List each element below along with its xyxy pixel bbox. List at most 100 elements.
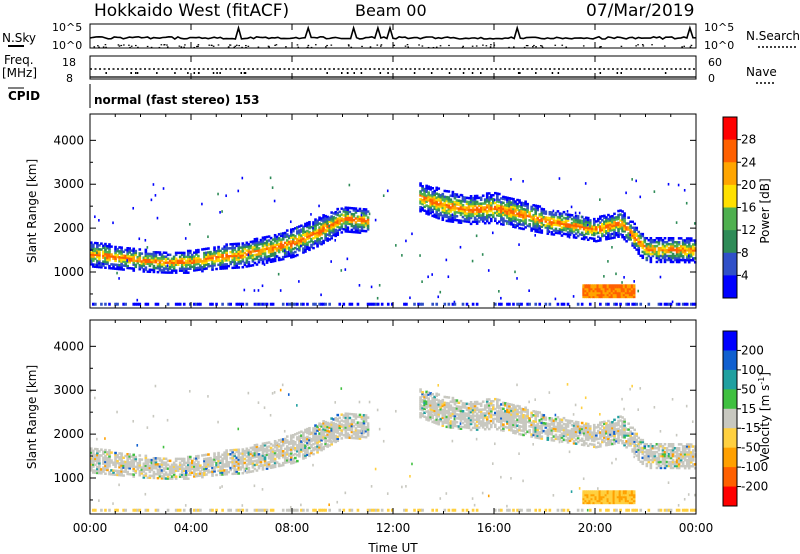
velocity-near-range-cell xyxy=(241,508,245,512)
power-cell xyxy=(617,215,620,219)
velocity-cell xyxy=(316,445,319,448)
velocity-cell xyxy=(229,456,232,460)
velocity-noise-cell xyxy=(277,451,280,454)
velocity-cell xyxy=(362,427,366,431)
power-cell xyxy=(114,263,117,267)
power-cell xyxy=(346,226,350,229)
power-cell xyxy=(504,209,507,213)
power-cell xyxy=(637,238,641,242)
velocity-near-range-cell xyxy=(154,508,158,512)
velocity-noise-cell xyxy=(112,502,114,505)
power-cell xyxy=(582,218,586,221)
power-cell xyxy=(613,228,616,231)
velocity-noise-cell xyxy=(358,400,361,404)
power-cell xyxy=(461,198,465,201)
power-cell xyxy=(625,222,628,225)
velocity-cell xyxy=(427,397,430,400)
velocity-cell xyxy=(356,425,360,428)
power-cell xyxy=(261,258,265,261)
velocity-cell xyxy=(207,459,210,462)
power-cell xyxy=(425,212,428,215)
power-cell xyxy=(364,222,368,225)
power-cell xyxy=(261,248,265,251)
power-cell xyxy=(689,239,693,242)
velocity-cell xyxy=(312,439,315,442)
power-cell xyxy=(235,266,239,269)
velocity-cell xyxy=(152,460,156,464)
power-cell xyxy=(332,233,336,237)
power-cell xyxy=(641,234,645,238)
velocity-cell xyxy=(257,455,261,458)
power-cell xyxy=(178,257,182,261)
power-cell xyxy=(108,255,111,258)
velocity-cell xyxy=(441,398,445,402)
power-cell xyxy=(419,190,422,193)
nsearch-dot xyxy=(247,45,250,47)
velocity-cell xyxy=(184,465,188,469)
power-cell xyxy=(253,238,257,241)
power-cell xyxy=(443,215,447,218)
power-cell xyxy=(195,253,198,256)
power-cell xyxy=(259,250,263,254)
power-cell xyxy=(201,267,204,271)
velocity-near-range-cell xyxy=(124,508,127,512)
power-cell xyxy=(427,185,430,188)
velocity-cell xyxy=(223,465,226,468)
power-cell xyxy=(94,265,97,268)
power-cell xyxy=(245,261,249,264)
velocity-cell xyxy=(427,391,430,394)
velocity-cell xyxy=(437,415,441,418)
velocity-cell xyxy=(201,475,204,479)
power-cell xyxy=(104,266,107,269)
power-cell xyxy=(560,220,564,223)
power-cell xyxy=(182,269,186,272)
nsearch-dot xyxy=(404,45,407,47)
velocity-cell xyxy=(326,439,329,442)
power-cell xyxy=(667,250,671,254)
velocity-cell xyxy=(334,418,338,422)
power-cell xyxy=(273,245,277,249)
velocity-cell xyxy=(120,458,123,461)
power-cell xyxy=(180,261,184,265)
velocity-cell xyxy=(275,449,279,452)
velocity-cell xyxy=(170,465,174,469)
velocity-cell xyxy=(453,412,457,416)
power-cell xyxy=(653,252,657,256)
power-cell xyxy=(467,204,471,208)
power-cell xyxy=(461,196,465,199)
power-cell xyxy=(172,263,176,266)
power-cell xyxy=(205,267,208,270)
power-cell xyxy=(435,196,439,199)
power-cell xyxy=(445,195,449,199)
power-cell xyxy=(459,209,463,213)
power-cell xyxy=(548,222,552,226)
velocity-cell xyxy=(96,465,99,469)
power-cell xyxy=(223,249,226,252)
power-cell xyxy=(643,250,647,254)
power-cell xyxy=(485,210,489,213)
power-cell xyxy=(663,254,667,258)
power-cell xyxy=(653,240,657,244)
velocity-cell xyxy=(443,421,447,424)
power-cell xyxy=(114,259,117,263)
power-cell xyxy=(431,202,434,206)
velocity-cell xyxy=(251,462,255,465)
power-cell xyxy=(126,266,129,270)
power-cell xyxy=(435,212,439,215)
power-cell xyxy=(475,222,479,225)
power-cell xyxy=(689,237,693,240)
velocity-cell xyxy=(435,414,439,417)
power-cell xyxy=(211,252,214,256)
velocity-cell xyxy=(219,467,222,470)
velocity-cell xyxy=(326,445,329,448)
velocity-cell xyxy=(336,427,340,431)
power-cell xyxy=(639,234,643,238)
velocity-near-range-cell xyxy=(368,508,372,512)
nsearch-label: N.Search xyxy=(746,29,800,43)
velocity-cell xyxy=(98,471,101,475)
velocity-cell xyxy=(296,438,299,441)
power-cell xyxy=(469,196,473,200)
velocity-cell xyxy=(467,412,471,416)
velocity-cell xyxy=(336,437,340,441)
power-cell xyxy=(465,220,469,223)
